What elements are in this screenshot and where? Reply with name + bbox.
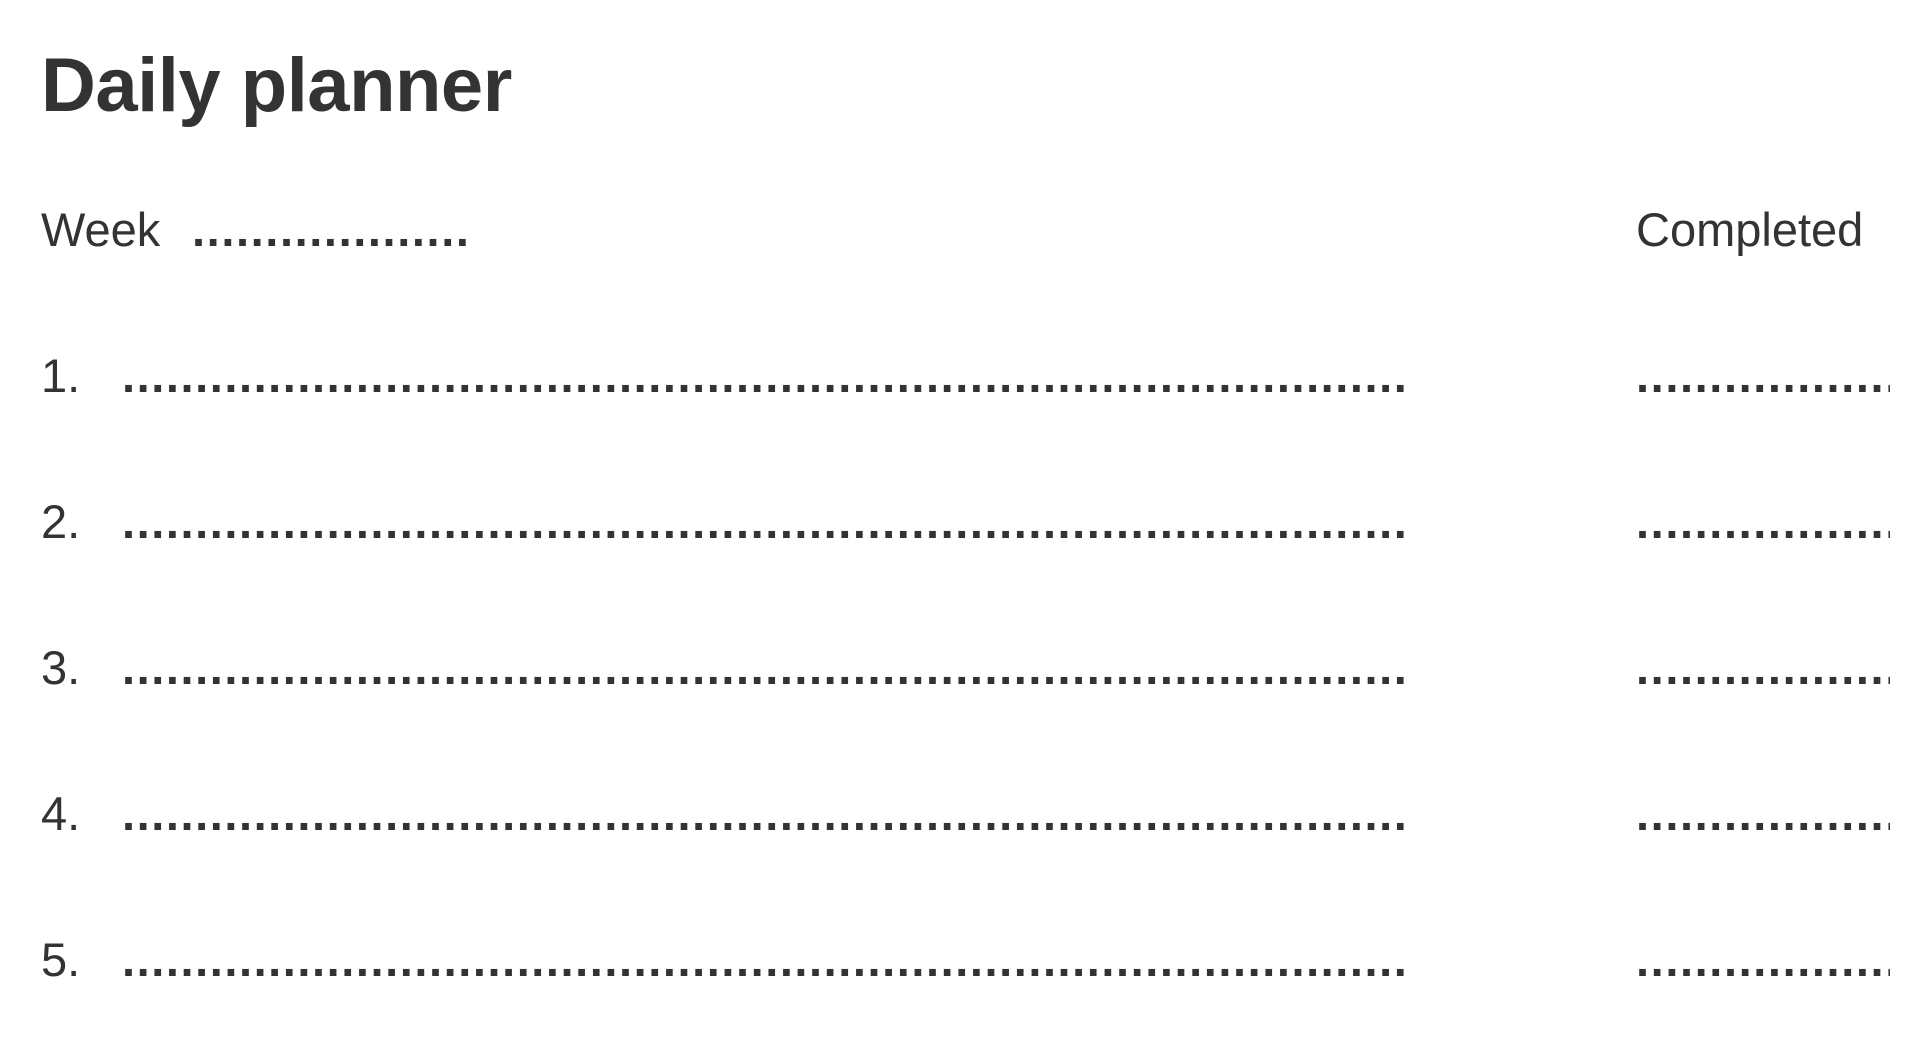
- task-row: 4. .....................................…: [0, 774, 1920, 854]
- task-line[interactable]: ........................................…: [122, 349, 1407, 402]
- task-row: 3. .....................................…: [0, 628, 1920, 708]
- page-title: Daily planner: [41, 43, 512, 128]
- task-row: 1. .....................................…: [0, 336, 1920, 416]
- task-line[interactable]: ........................................…: [122, 933, 1407, 986]
- completed-line[interactable]: ..................: [1636, 641, 1890, 694]
- task-line[interactable]: ........................................…: [122, 641, 1407, 694]
- week-label: Week: [41, 203, 161, 256]
- task-line[interactable]: ........................................…: [122, 495, 1407, 548]
- task-line[interactable]: ........................................…: [122, 787, 1407, 840]
- task-row: 5. .....................................…: [0, 920, 1920, 1000]
- completed-line[interactable]: ..................: [1636, 787, 1890, 840]
- completed-line[interactable]: ..................: [1636, 933, 1890, 986]
- completed-column-header: Completed: [1636, 203, 1864, 256]
- task-number: 1.: [41, 349, 81, 402]
- week-field[interactable]: ...................: [192, 203, 471, 256]
- task-number: 2.: [41, 495, 81, 548]
- completed-line[interactable]: ..................: [1636, 495, 1890, 548]
- task-number: 3.: [41, 641, 81, 694]
- task-number: 4.: [41, 787, 81, 840]
- task-row: 2. .....................................…: [0, 482, 1920, 562]
- task-number: 5.: [41, 933, 81, 986]
- completed-line[interactable]: ..................: [1636, 349, 1890, 402]
